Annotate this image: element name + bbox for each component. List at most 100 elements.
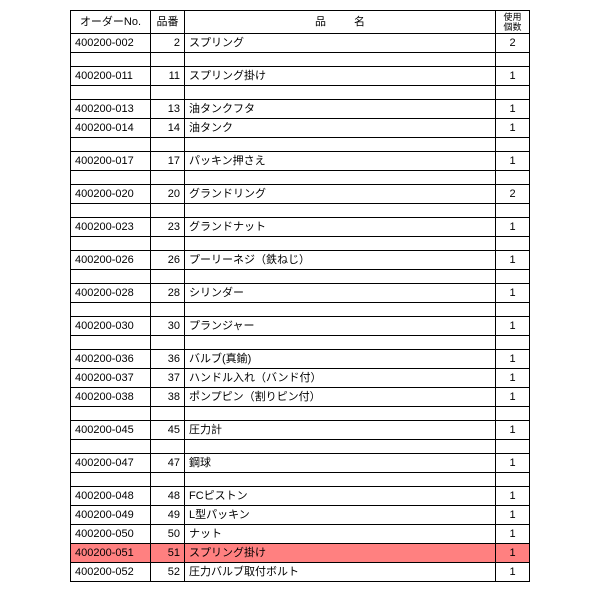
cell-name: FCピストン: [185, 487, 496, 506]
cell-order: 400200-011: [71, 67, 151, 86]
cell-name: 圧力計: [185, 421, 496, 440]
cell-qty: 1: [496, 506, 530, 525]
cell-name: [185, 204, 496, 218]
table-row: 400200-02323グランドナット1: [71, 218, 530, 237]
table-row: 400200-04848FCピストン1: [71, 487, 530, 506]
cell-name: [185, 440, 496, 454]
parts-table: オーダーNo. 品番 品名 使用 個数 400200-0022スプリング2400…: [70, 10, 530, 582]
cell-name: ハンドル入れ（バンド付）: [185, 369, 496, 388]
cell-name: バルブ(真鍮): [185, 350, 496, 369]
cell-num: 45: [151, 421, 185, 440]
cell-order: 400200-038: [71, 388, 151, 407]
cell-num: 13: [151, 100, 185, 119]
cell-num: [151, 138, 185, 152]
cell-qty: 1: [496, 67, 530, 86]
cell-name: 油タンク: [185, 119, 496, 138]
cell-name: [185, 407, 496, 421]
table-body: 400200-0022スプリング2400200-01111スプリング掛け1400…: [71, 34, 530, 582]
cell-name: プーリーネジ（鉄ねじ）: [185, 251, 496, 270]
cell-name: 油タンクフタ: [185, 100, 496, 119]
cell-order: 400200-048: [71, 487, 151, 506]
table-row: [71, 204, 530, 218]
cell-order: 400200-051: [71, 544, 151, 563]
cell-num: [151, 407, 185, 421]
table-row: [71, 303, 530, 317]
cell-order: [71, 237, 151, 251]
cell-order: 400200-052: [71, 563, 151, 582]
table-row: [71, 138, 530, 152]
cell-num: 20: [151, 185, 185, 204]
table-row: 400200-01717パッキン押さえ1: [71, 152, 530, 171]
cell-num: [151, 53, 185, 67]
cell-name: [185, 171, 496, 185]
cell-qty: 1: [496, 119, 530, 138]
cell-order: 400200-028: [71, 284, 151, 303]
table-row: [71, 237, 530, 251]
cell-order: [71, 473, 151, 487]
cell-num: 47: [151, 454, 185, 473]
cell-order: 400200-002: [71, 34, 151, 53]
cell-qty: 1: [496, 284, 530, 303]
table-row: [71, 473, 530, 487]
cell-num: 37: [151, 369, 185, 388]
table-row: [71, 270, 530, 284]
cell-order: 400200-014: [71, 119, 151, 138]
cell-num: 17: [151, 152, 185, 171]
cell-order: 400200-045: [71, 421, 151, 440]
cell-num: [151, 237, 185, 251]
cell-name: スプリング: [185, 34, 496, 53]
table-row: 400200-03030プランジャー1: [71, 317, 530, 336]
cell-name: [185, 270, 496, 284]
header-qty-line2: 個数: [503, 22, 521, 32]
cell-num: 36: [151, 350, 185, 369]
cell-order: 400200-023: [71, 218, 151, 237]
cell-order: 400200-036: [71, 350, 151, 369]
cell-num: 49: [151, 506, 185, 525]
cell-name: スプリング掛け: [185, 544, 496, 563]
cell-name: ポンプピン（割りピン付）: [185, 388, 496, 407]
cell-order: 400200-047: [71, 454, 151, 473]
cell-num: [151, 336, 185, 350]
cell-name: プランジャー: [185, 317, 496, 336]
cell-name: [185, 303, 496, 317]
cell-name: パッキン押さえ: [185, 152, 496, 171]
table-row: 400200-05151スプリング掛け1: [71, 544, 530, 563]
cell-qty: [496, 237, 530, 251]
cell-num: [151, 171, 185, 185]
cell-order: 400200-050: [71, 525, 151, 544]
cell-order: 400200-017: [71, 152, 151, 171]
cell-qty: [496, 336, 530, 350]
parts-table-container: オーダーNo. 品番 品名 使用 個数 400200-0022スプリング2400…: [70, 10, 530, 582]
cell-qty: 1: [496, 388, 530, 407]
cell-qty: 1: [496, 421, 530, 440]
cell-order: 400200-049: [71, 506, 151, 525]
cell-name: [185, 336, 496, 350]
cell-order: [71, 303, 151, 317]
cell-qty: [496, 303, 530, 317]
table-row: 400200-02626プーリーネジ（鉄ねじ）1: [71, 251, 530, 270]
table-row: 400200-04747鋼球1: [71, 454, 530, 473]
cell-qty: 2: [496, 185, 530, 204]
table-row: 400200-05050ナット1: [71, 525, 530, 544]
cell-order: 400200-037: [71, 369, 151, 388]
cell-qty: 2: [496, 34, 530, 53]
cell-num: 26: [151, 251, 185, 270]
cell-qty: [496, 204, 530, 218]
header-row: オーダーNo. 品番 品名 使用 個数: [71, 11, 530, 34]
cell-num: 48: [151, 487, 185, 506]
table-row: 400200-0022スプリング2: [71, 34, 530, 53]
cell-name: グランドリング: [185, 185, 496, 204]
table-row: 400200-01414油タンク1: [71, 119, 530, 138]
cell-qty: [496, 440, 530, 454]
cell-name: スプリング掛け: [185, 67, 496, 86]
cell-name: [185, 86, 496, 100]
cell-order: [71, 407, 151, 421]
cell-order: 400200-026: [71, 251, 151, 270]
table-row: 400200-03636バルブ(真鍮)1: [71, 350, 530, 369]
table-row: 400200-05252圧力バルブ取付ボルト1: [71, 563, 530, 582]
cell-order: [71, 336, 151, 350]
cell-qty: 1: [496, 525, 530, 544]
cell-num: [151, 86, 185, 100]
cell-name: [185, 53, 496, 67]
cell-num: 14: [151, 119, 185, 138]
